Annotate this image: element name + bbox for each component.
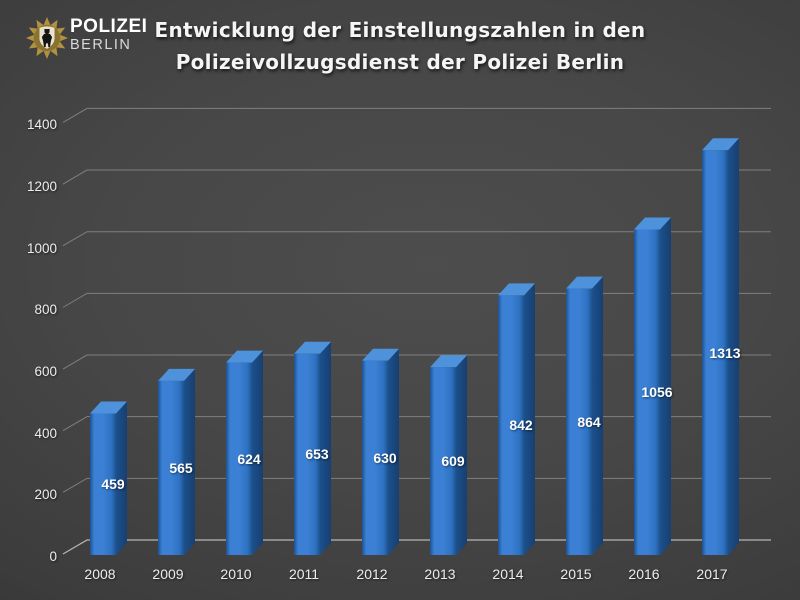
bar-column-2008 — [90, 401, 127, 555]
bar-top-face — [90, 401, 127, 414]
gridline-200 — [62, 477, 771, 493]
bar-front-face — [498, 295, 524, 555]
chart-title-line1: Entwicklung der Einstellungszahlen in de… — [154, 18, 646, 42]
bar-column-2012 — [362, 348, 399, 555]
bar-top-face — [294, 341, 331, 354]
gridline-600 — [62, 354, 771, 370]
bar-front-face — [566, 288, 592, 555]
bar-column-2011 — [294, 341, 331, 555]
bar-front-face — [90, 413, 116, 555]
bar-column-2010 — [226, 350, 263, 555]
berlin-bear-icon — [41, 28, 53, 47]
bar-side-face — [728, 138, 739, 555]
bar-top-face — [634, 217, 671, 230]
bar-column-2016 — [634, 217, 671, 555]
bar-side-face — [184, 368, 195, 555]
bar-front-face — [294, 353, 320, 555]
bar-side-face — [320, 341, 331, 555]
bar-column-2009 — [158, 368, 195, 555]
bar-top-face — [430, 355, 467, 368]
bar-side-face — [252, 350, 263, 555]
bar-top-face — [702, 138, 739, 151]
bar-top-face — [566, 276, 603, 289]
gridline-1400 — [62, 107, 771, 123]
bar-top-face — [158, 368, 195, 381]
gridline-800 — [62, 292, 771, 308]
bar-top-face — [498, 283, 535, 296]
polizei-star-badge-icon — [26, 17, 68, 59]
bar-front-face — [634, 229, 660, 555]
bar-side-face — [388, 348, 399, 555]
bar-side-face — [524, 283, 535, 555]
bar-front-face — [158, 380, 184, 555]
logo-text-berlin: BERLIN — [70, 37, 132, 53]
bar-column-2014 — [498, 283, 535, 555]
bar-side-face — [592, 276, 603, 555]
bar-column-2015 — [566, 276, 603, 555]
gridline-0 — [62, 539, 771, 555]
bar-front-face — [702, 150, 728, 555]
logo-text-polizei: POLIZEI — [70, 16, 148, 37]
bar-side-face — [660, 217, 671, 555]
bar-front-face — [430, 367, 456, 555]
bar-front-face — [226, 362, 252, 555]
bar-side-face — [456, 355, 467, 555]
gridline-1200 — [62, 169, 771, 185]
chart-title: Entwicklung der Einstellungszahlen in de… — [140, 14, 660, 78]
bar-top-face — [226, 350, 263, 363]
polizei-berlin-logo: POLIZEI BERLIN — [24, 15, 174, 61]
gridline-1000 — [62, 231, 771, 247]
gridline-400 — [62, 416, 771, 432]
bar-column-2013 — [430, 355, 467, 555]
bar-front-face — [362, 360, 388, 555]
chart-title-line2: Polizeivollzugsdienst der Polizei Berlin — [175, 50, 625, 74]
bar-column-2017 — [702, 138, 739, 555]
bar-top-face — [362, 348, 399, 361]
bar-side-face — [116, 401, 127, 555]
